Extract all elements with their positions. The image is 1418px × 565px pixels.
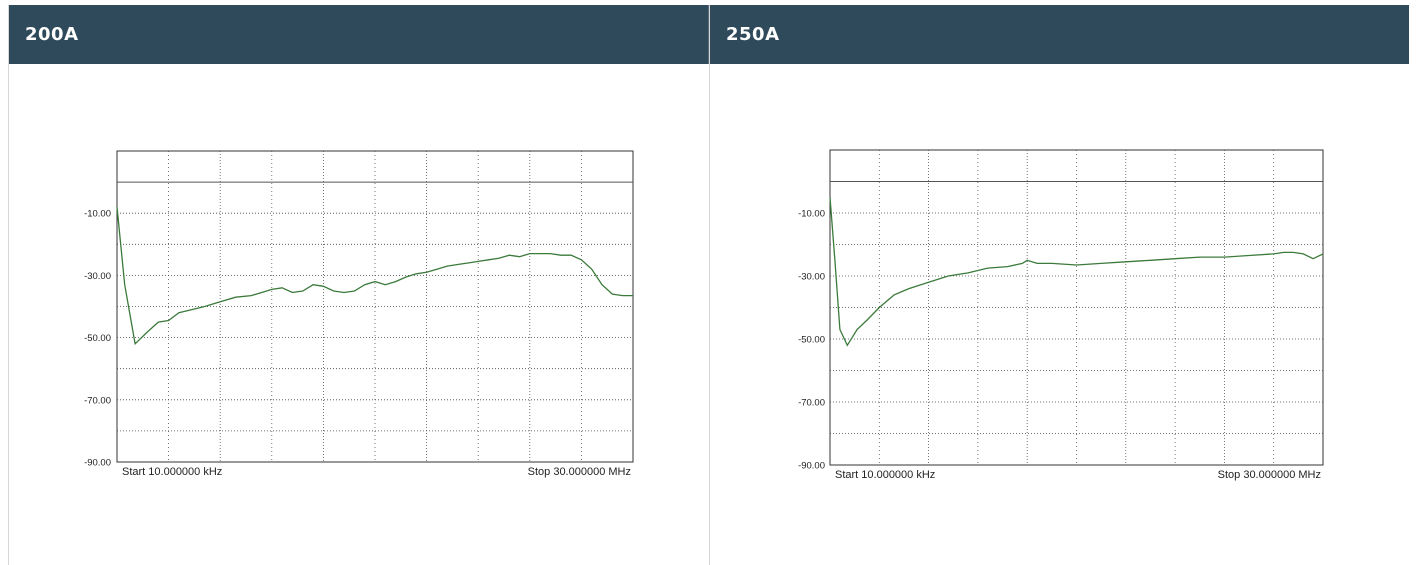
y-tick-label: -50.00 (798, 335, 825, 346)
stop-frequency-label: Stop 30.000000 MHz (528, 466, 631, 478)
data-trace (116, 206, 633, 346)
y-tick-label: -70.00 (84, 395, 111, 406)
data-trace (829, 197, 1324, 347)
start-frequency-label: Start 10.000000 kHz (122, 466, 222, 478)
y-tick-label: -90.00 (84, 458, 111, 469)
chart-250a: -10.00 -30.00 -50.00 -70.00 -90.00 Start 10.0… (710, 64, 1410, 560)
start-frequency-label: Start 10.000000 kHz (835, 469, 935, 481)
panel-200a: 200A -10.00 -30.00 -50.00 -70.00 -90.00 Start… (8, 5, 710, 565)
stop-frequency-label: Stop 30.000000 MHz (1218, 469, 1321, 481)
y-tick-label: -30.00 (84, 271, 111, 282)
panel-title: 250A (710, 5, 1409, 64)
y-tick-label: -70.00 (798, 398, 825, 409)
y-tick-label: -10.00 (798, 209, 825, 220)
y-tick-label: -50.00 (84, 333, 111, 344)
comparison-table: 200A -10.00 -30.00 -50.00 -70.00 -90.00 Start… (8, 5, 1410, 565)
chart-200a: -10.00 -30.00 -50.00 -70.00 -90.00 Start 10.0… (9, 64, 709, 560)
panel-250a: 250A -10.00 -30.00 -50.00 -70.00 -90.00 Start… (710, 5, 1410, 565)
y-tick-label: -30.00 (798, 272, 825, 283)
chart-svg-250a: -10.00 -30.00 -50.00 -70.00 -90.00 Start 10.0… (798, 149, 1324, 481)
chart-svg-200a: -10.00 -30.00 -50.00 -70.00 -90.00 Start 10.0… (84, 150, 634, 478)
y-tick-label: -10.00 (84, 209, 111, 220)
y-tick-label: -90.00 (798, 461, 825, 472)
panel-title: 200A (9, 5, 709, 64)
